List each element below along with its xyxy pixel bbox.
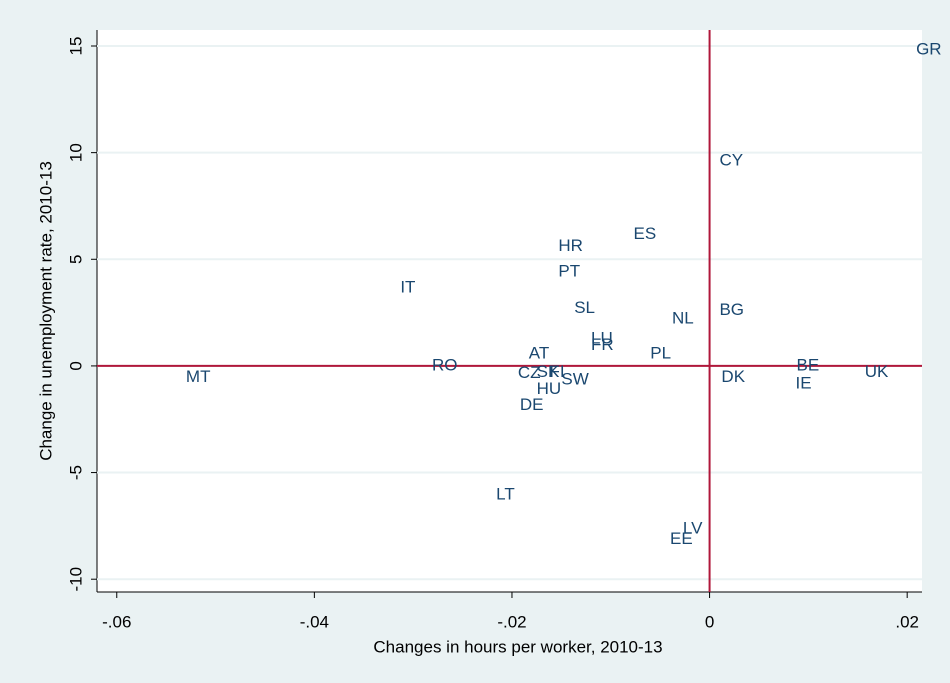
y-tick-label: 10 — [66, 143, 85, 162]
point-label: LV — [683, 519, 703, 538]
point-label: MT — [186, 367, 211, 386]
y-tick-label: 0 — [66, 361, 85, 370]
point-label: BG — [719, 300, 744, 319]
y-axis-title: Change in unemployment rate, 2010-13 — [36, 161, 55, 461]
y-tick-label: -10 — [66, 567, 85, 592]
point-label: ES — [633, 224, 656, 243]
point-label: DK — [721, 367, 745, 386]
point-label: CZ — [518, 363, 541, 382]
point-label: LU — [591, 329, 613, 348]
point-label: FR — [591, 335, 614, 354]
point-label: CY — [719, 151, 743, 170]
x-tick-label: -.02 — [497, 612, 526, 631]
point-label: PL — [650, 344, 671, 363]
point-label: RO — [432, 355, 458, 374]
point-label: BE — [797, 355, 820, 374]
point-label: DE — [520, 395, 544, 414]
y-tick-label: -5 — [66, 465, 85, 480]
point-label: NL — [672, 308, 694, 327]
point-label: PT — [558, 262, 580, 281]
point-label: FI — [550, 362, 565, 381]
x-tick-label: -.06 — [102, 612, 131, 631]
point-label: HU — [537, 379, 562, 398]
point-label: UK — [865, 362, 889, 381]
x-axis-title: Changes in hours per worker, 2010-13 — [373, 637, 662, 656]
point-label: GR — [916, 40, 942, 59]
x-tick-label: .02 — [895, 612, 919, 631]
point-label: SL — [574, 298, 595, 317]
x-tick-label: -.04 — [300, 612, 329, 631]
x-tick-label: 0 — [705, 612, 714, 631]
point-label: IE — [796, 374, 812, 393]
y-tick-label: 15 — [66, 37, 85, 56]
y-tick-label: 5 — [66, 255, 85, 264]
point-label: SW — [561, 369, 588, 388]
point-label: AT — [529, 344, 549, 363]
plot-area — [97, 30, 922, 592]
point-label: IT — [400, 278, 415, 297]
point-label: HR — [558, 236, 583, 255]
point-label: SK — [537, 362, 560, 381]
point-label: LT — [496, 484, 515, 503]
point-label: EE — [670, 529, 693, 548]
